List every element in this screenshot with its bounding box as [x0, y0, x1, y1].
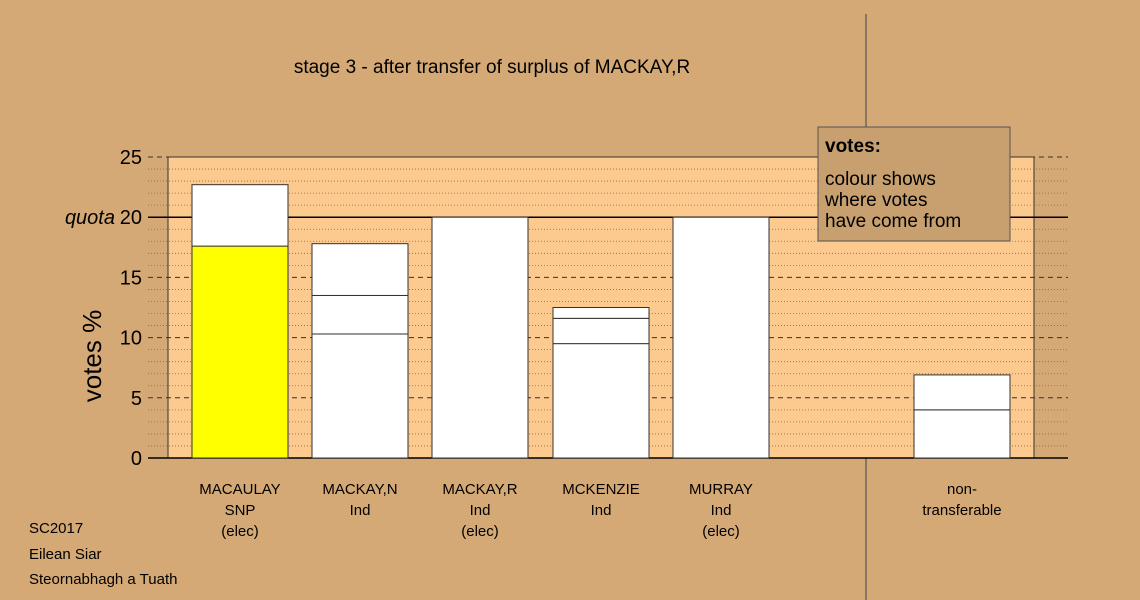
bar-segment — [311, 243, 409, 296]
bar-segment — [672, 216, 770, 459]
legend-text: colour shows — [825, 169, 936, 190]
category-label: MACKAY,R — [442, 481, 517, 498]
bar-segment — [913, 409, 1011, 459]
category-label: (elec) — [461, 523, 499, 540]
y-tick-label: 10 — [120, 328, 142, 350]
category-label: non- — [947, 481, 977, 498]
legend-title: votes: — [825, 136, 881, 157]
y-tick-label: 5 — [131, 388, 142, 410]
category-label: MACKAY,N — [322, 481, 397, 498]
chart-title: stage 3 - after transfer of surplus of M… — [294, 57, 690, 78]
bar-segment — [552, 307, 650, 319]
bar-segment — [311, 294, 409, 335]
category-label: MURRAY — [689, 481, 753, 498]
category-label: Ind — [470, 502, 491, 519]
legend-text: have come from — [825, 211, 961, 232]
y-tick-label: 0 — [131, 448, 142, 470]
category-label: (elec) — [221, 523, 259, 540]
bar-segment — [552, 343, 650, 459]
bar-segment — [191, 245, 289, 459]
bar-segment — [191, 184, 289, 247]
category-label: (elec) — [702, 523, 740, 540]
quota-label: quota — [65, 207, 115, 229]
footer-ward: Steornabhagh a Tuath — [29, 571, 178, 588]
y-tick-label: 25 — [120, 147, 142, 169]
bar-segment — [913, 374, 1011, 411]
bar-segment — [311, 333, 409, 459]
category-label: Ind — [711, 502, 732, 519]
y-axis-title: votes % — [77, 310, 107, 403]
bar-segment — [552, 317, 650, 345]
category-label: MCKENZIE — [562, 481, 640, 498]
footer-election: SC2017 — [29, 520, 84, 537]
category-label: transferable — [922, 502, 1001, 519]
legend-text: where votes — [824, 190, 927, 211]
y-tick-label: 20 — [120, 207, 142, 229]
legend-box — [817, 126, 1011, 242]
category-label: MACAULAY — [199, 481, 280, 498]
category-label: SNP — [225, 502, 256, 519]
y-tick-label: 15 — [120, 267, 142, 289]
category-label: Ind — [350, 502, 371, 519]
footer-council: Eilean Siar — [29, 546, 102, 563]
category-label: Ind — [591, 502, 612, 519]
bar-segment — [431, 216, 529, 459]
